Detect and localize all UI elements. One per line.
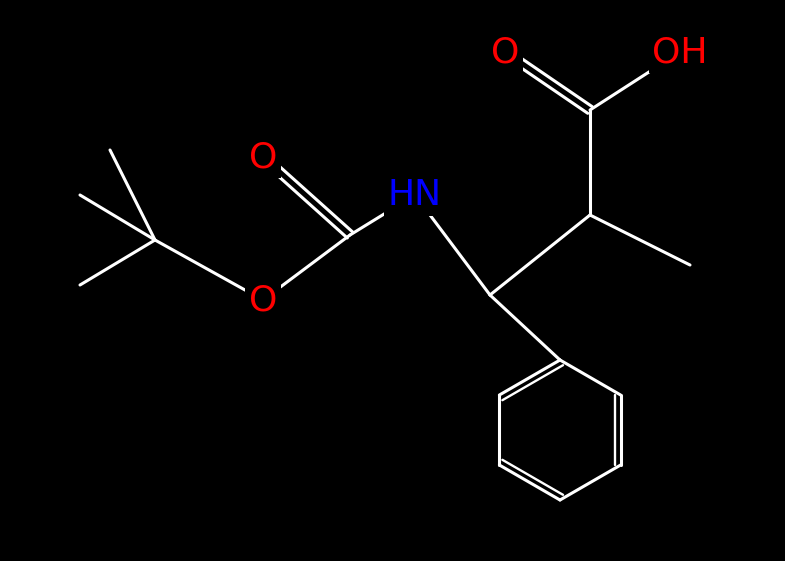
Text: HN: HN	[388, 178, 442, 212]
Text: O: O	[249, 140, 277, 174]
Text: O: O	[249, 140, 277, 174]
Text: O: O	[491, 35, 519, 69]
Text: O: O	[491, 35, 519, 69]
Text: OH: OH	[652, 35, 708, 69]
Text: O: O	[249, 283, 277, 317]
Text: OH: OH	[652, 35, 708, 69]
Text: O: O	[249, 283, 277, 317]
Text: HN: HN	[388, 178, 442, 212]
